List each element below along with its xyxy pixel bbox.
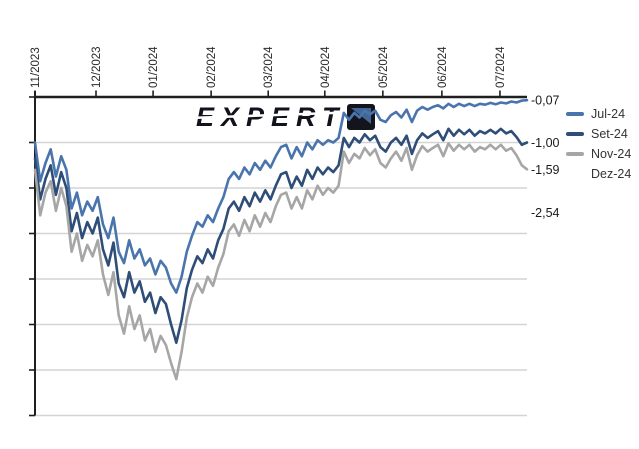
x-tick-label: 12/2023	[91, 46, 103, 88]
x-tick-label: 02/2024	[206, 46, 218, 88]
series-end-label-set-24: -1,00	[531, 136, 560, 150]
chart-legend: Jul-24 Set-24 Nov-24 Dez-24	[566, 104, 631, 184]
legend-label: Nov-24	[591, 146, 632, 161]
legend-item-nov-24: Nov-24	[566, 144, 631, 164]
legend-item-set-24: Set-24	[566, 124, 631, 144]
legend-swatch-set-24	[566, 132, 584, 136]
x-tick-label: 01/2024	[148, 46, 160, 88]
watermark-slash	[196, 111, 341, 120]
x-tick-label: 06/2024	[437, 46, 449, 88]
x-tick-label: 11/2023	[30, 47, 42, 88]
x-tick-label: 07/2024	[495, 46, 507, 88]
series-line-jul-24	[33, 98, 529, 294]
x-tick-label: 04/2024	[320, 46, 332, 88]
series-end-label-dez-24: -2,54	[531, 206, 560, 220]
series-line-set-24	[33, 127, 529, 345]
series-line-nov-24	[33, 142, 529, 381]
legend-label: Set-24	[591, 126, 628, 141]
legend-swatch-dez-24	[566, 172, 584, 176]
legend-item-jul-24: Jul-24	[566, 104, 631, 124]
legend-swatch-nov-24	[566, 152, 584, 156]
legend-swatch-jul-24	[566, 112, 584, 116]
series-end-label-jul-24: -0,07	[531, 94, 560, 108]
legend-label: Dez-24	[591, 166, 632, 181]
x-tick-label: 03/2024	[263, 46, 275, 88]
series-end-label-nov-24: -1,59	[531, 163, 560, 177]
legend-item-dez-24: Dez-24	[566, 164, 631, 184]
x-tick-label: 05/2024	[378, 46, 390, 88]
legend-label: Jul-24	[591, 106, 626, 121]
